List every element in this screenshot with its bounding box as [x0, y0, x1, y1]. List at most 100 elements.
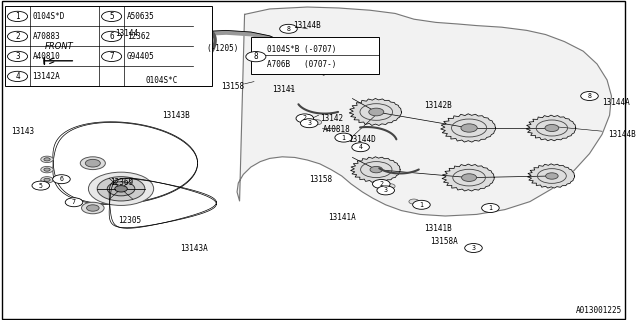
- Text: 12305: 12305: [118, 216, 141, 225]
- Circle shape: [65, 198, 83, 207]
- Circle shape: [88, 172, 154, 205]
- Text: 13144B: 13144B: [293, 21, 321, 30]
- Text: 13143B: 13143B: [162, 111, 189, 120]
- Circle shape: [280, 24, 297, 33]
- Circle shape: [115, 186, 127, 192]
- Text: 1: 1: [342, 135, 346, 140]
- Text: 5: 5: [109, 12, 114, 21]
- Text: 13144A: 13144A: [602, 98, 630, 107]
- Circle shape: [377, 186, 394, 195]
- Text: 1: 1: [15, 12, 20, 21]
- Text: 13158: 13158: [221, 82, 244, 91]
- Circle shape: [44, 158, 50, 161]
- Circle shape: [482, 204, 499, 212]
- Polygon shape: [351, 157, 400, 182]
- Text: A70883: A70883: [33, 32, 60, 41]
- FancyBboxPatch shape: [5, 6, 212, 86]
- Polygon shape: [442, 164, 494, 191]
- Circle shape: [369, 108, 384, 116]
- Circle shape: [80, 157, 106, 170]
- Text: 13141A: 13141A: [328, 213, 356, 222]
- Text: 7: 7: [109, 52, 114, 61]
- Circle shape: [81, 202, 104, 214]
- FancyBboxPatch shape: [251, 37, 380, 74]
- Text: G94405: G94405: [127, 52, 154, 61]
- Text: 3: 3: [15, 52, 20, 61]
- Circle shape: [246, 52, 266, 62]
- Circle shape: [296, 114, 314, 123]
- Text: 13141: 13141: [271, 85, 295, 94]
- Text: 2: 2: [303, 116, 307, 121]
- Circle shape: [372, 180, 390, 188]
- Text: 13144B: 13144B: [608, 130, 636, 139]
- Circle shape: [303, 116, 314, 121]
- Text: 4: 4: [358, 144, 363, 150]
- Circle shape: [41, 166, 53, 173]
- Circle shape: [8, 71, 28, 82]
- Text: (-1205): (-1205): [207, 44, 239, 52]
- Text: 13158A: 13158A: [430, 237, 458, 246]
- Circle shape: [385, 184, 395, 189]
- Text: 4: 4: [15, 72, 20, 81]
- Circle shape: [409, 199, 419, 204]
- Circle shape: [8, 31, 28, 42]
- Text: 6: 6: [60, 176, 63, 182]
- Text: A40810: A40810: [33, 52, 60, 61]
- Text: 13142B: 13142B: [424, 101, 452, 110]
- Text: 2: 2: [380, 181, 383, 187]
- Circle shape: [461, 174, 477, 181]
- Circle shape: [580, 92, 598, 100]
- Polygon shape: [441, 114, 495, 142]
- Text: 1: 1: [419, 202, 424, 208]
- Text: 0104S*D: 0104S*D: [33, 12, 65, 21]
- Circle shape: [102, 31, 122, 42]
- Circle shape: [465, 244, 483, 252]
- Text: 7: 7: [72, 199, 76, 205]
- Circle shape: [32, 181, 49, 190]
- Text: A013001225: A013001225: [576, 306, 622, 315]
- Circle shape: [44, 178, 50, 181]
- Circle shape: [8, 51, 28, 61]
- Text: 13141B: 13141B: [424, 224, 452, 233]
- Text: 0104S*C: 0104S*C: [145, 76, 178, 85]
- Text: 3: 3: [472, 245, 476, 251]
- Circle shape: [370, 166, 383, 173]
- Text: 13142: 13142: [320, 114, 343, 123]
- Polygon shape: [237, 7, 611, 216]
- Text: 3: 3: [307, 120, 311, 126]
- Text: 8: 8: [588, 93, 591, 99]
- Circle shape: [335, 133, 353, 142]
- Circle shape: [413, 200, 430, 209]
- Text: 12362: 12362: [127, 32, 150, 41]
- Circle shape: [312, 120, 322, 125]
- Circle shape: [102, 11, 122, 21]
- Circle shape: [461, 124, 477, 132]
- Text: 8: 8: [287, 26, 291, 32]
- Text: A50635: A50635: [127, 12, 154, 21]
- Circle shape: [417, 203, 426, 208]
- Text: FRONT: FRONT: [45, 42, 74, 51]
- Text: 13143A: 13143A: [180, 244, 208, 253]
- Text: A706B   (0707-): A706B (0707-): [266, 60, 336, 68]
- Text: 1: 1: [488, 205, 492, 211]
- Text: 5: 5: [39, 183, 43, 188]
- Polygon shape: [349, 99, 401, 125]
- Text: 13142A: 13142A: [33, 72, 60, 81]
- Text: A40818: A40818: [323, 125, 351, 134]
- Polygon shape: [527, 164, 575, 188]
- Circle shape: [41, 177, 53, 183]
- Text: 0104S*B (-0707): 0104S*B (-0707): [266, 45, 336, 54]
- Circle shape: [8, 11, 28, 21]
- Circle shape: [545, 124, 559, 132]
- Circle shape: [352, 143, 369, 152]
- Text: 13143: 13143: [12, 127, 35, 136]
- Circle shape: [41, 156, 53, 163]
- Text: 13158: 13158: [309, 175, 332, 184]
- Text: 2: 2: [15, 32, 20, 41]
- Circle shape: [108, 182, 135, 196]
- Circle shape: [86, 205, 99, 211]
- Text: 8: 8: [253, 52, 258, 61]
- Circle shape: [52, 175, 70, 184]
- Text: 6: 6: [109, 32, 114, 41]
- Circle shape: [102, 51, 122, 61]
